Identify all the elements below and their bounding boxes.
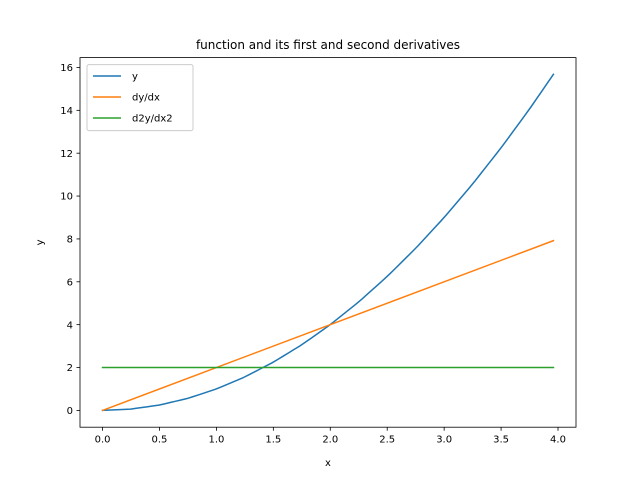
axes-frame <box>79 57 577 428</box>
x-tick-label: 0.5 <box>152 435 168 446</box>
legend-label: y <box>132 72 138 83</box>
x-tick-label: 2.5 <box>379 435 395 446</box>
series-line-2 <box>101 239 555 412</box>
y-axis-label: y <box>35 239 46 245</box>
chart-title: function and its first and second deriva… <box>196 38 460 52</box>
y-tick-label: 6 <box>67 277 73 288</box>
x-tick-label: 1.5 <box>265 435 281 446</box>
x-tick-label: 2.0 <box>322 435 338 446</box>
x-tick-label: 1.0 <box>208 435 224 446</box>
y-tick-label: 12 <box>60 149 73 160</box>
y-tick-label: 4 <box>67 320 73 331</box>
y-tick-label: 2 <box>67 363 73 374</box>
x-tick-label: 4.0 <box>550 435 566 446</box>
y-tick-label: 8 <box>67 235 73 246</box>
plot-area <box>101 73 555 412</box>
x-tick-label: 3.0 <box>436 435 452 446</box>
ticks: 0.0 0.5 1.0 1.5 2.0 2.5 3.0 3.5 4.0 0 2 4 6 8 10 12 14 16 <box>60 63 566 446</box>
x-tick-label: 3.5 <box>493 435 509 446</box>
x-axis-label: x <box>325 458 331 469</box>
legend-label: dy/dx <box>132 93 160 104</box>
legend-label: d2y/dx2 <box>132 114 173 125</box>
y-tick-label: 0 <box>67 406 73 417</box>
x-tick-label: 0.0 <box>95 435 111 446</box>
y-tick-label: 10 <box>60 192 73 203</box>
y-tick-label: 14 <box>60 106 73 117</box>
y-tick-label: 16 <box>60 63 73 74</box>
legend-box <box>86 64 194 132</box>
legend: y dy/dx d2y/dx2 <box>86 64 194 132</box>
